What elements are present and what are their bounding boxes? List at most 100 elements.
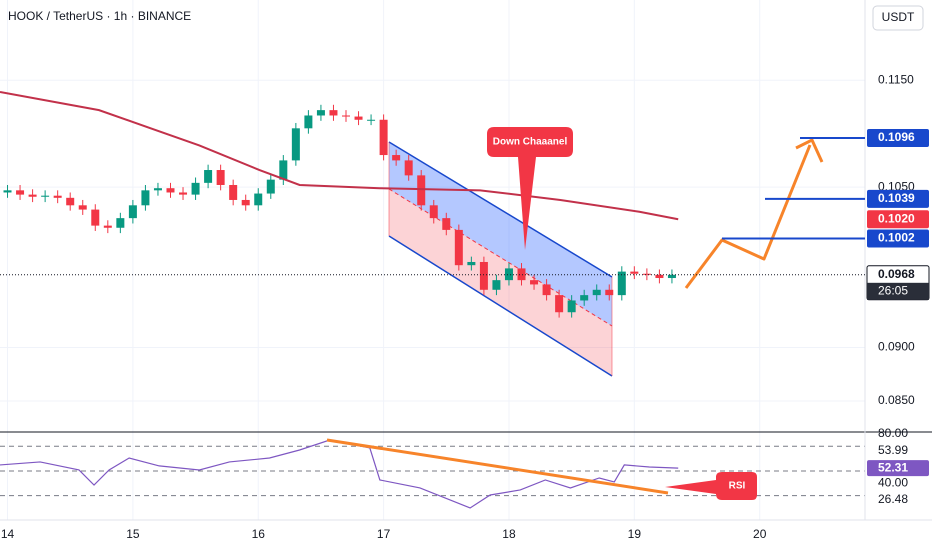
candle-body — [53, 195, 62, 198]
projection-arrow — [684, 144, 812, 289]
rsi-tick-label: 40.00 — [878, 475, 908, 489]
rsi-tick-label: 26.48 — [878, 492, 908, 506]
price-label-box — [867, 128, 929, 147]
x-tick-label: 20 — [753, 527, 767, 541]
candle-body — [16, 190, 25, 195]
candle-body — [655, 274, 664, 279]
y-tick-label: 0.1050 — [878, 179, 915, 193]
candle-body — [567, 300, 576, 313]
candle-body — [379, 119, 388, 156]
rsi-value-label: 52.31 — [878, 460, 908, 474]
candle-body — [492, 280, 501, 290]
candle-body — [78, 205, 87, 210]
x-tick-label: 14 — [1, 527, 15, 541]
x-tick-label: 15 — [126, 527, 140, 541]
candle-body — [266, 179, 275, 194]
candle-body — [467, 261, 476, 266]
y-tick-label: 0.0850 — [878, 393, 915, 407]
y-tick-label: 0.1150 — [878, 72, 914, 86]
candle-body — [417, 175, 426, 206]
currency: USDT — [882, 10, 915, 24]
candle-body — [103, 225, 112, 228]
candle-body — [128, 205, 137, 219]
x-tick-label: 16 — [252, 527, 266, 541]
y-tick-label: 0.0900 — [878, 340, 915, 354]
price-label-box — [867, 229, 929, 248]
price-label-box — [867, 189, 929, 208]
rsi-trendline — [326, 438, 669, 495]
candle-body — [291, 128, 300, 161]
grid — [0, 0, 865, 520]
candle-body — [3, 190, 12, 193]
candle-body — [429, 205, 438, 219]
candle-body — [479, 261, 488, 290]
annotation: Down Chaaanel — [493, 137, 568, 148]
x-tick-label: 17 — [377, 527, 391, 541]
candle-body — [141, 190, 150, 206]
candle-body — [191, 182, 200, 195]
price-label-box — [867, 210, 929, 229]
channel-lower-fill — [389, 189, 612, 376]
candle-body — [605, 289, 614, 296]
channel-lower — [388, 235, 613, 377]
candle-body — [216, 170, 225, 185]
candle-body — [354, 116, 363, 120]
rsi-line — [0, 439, 679, 509]
currency-box — [872, 5, 924, 31]
rsi-value-box — [867, 460, 929, 477]
rsi-ma-label: 53.99 — [878, 443, 908, 457]
chart-title: HOOK / TetherUS · 1h · BINANCE — [8, 9, 191, 23]
annotation: RSI — [729, 481, 746, 492]
candle-body — [66, 197, 75, 206]
candle-body — [442, 218, 451, 230]
candle-body — [530, 280, 539, 285]
candle-body — [580, 295, 589, 301]
marks — [0, 90, 679, 509]
candle-body — [304, 115, 313, 129]
candle-body — [454, 229, 463, 266]
candle-body — [279, 160, 288, 180]
candle-body — [241, 199, 250, 206]
candle-body — [254, 193, 263, 206]
candle-body — [630, 271, 639, 274]
countdown: 26:05 — [878, 283, 908, 297]
candle-body — [367, 119, 376, 121]
candle-body — [555, 295, 564, 313]
candle-body — [153, 188, 162, 191]
candle-body — [116, 218, 125, 228]
candle-body — [316, 110, 325, 116]
price-label: 0.1002 — [878, 231, 915, 245]
candle-body — [542, 284, 551, 296]
candle-body — [392, 155, 401, 161]
callout — [487, 127, 573, 250]
callout — [665, 472, 757, 500]
candle-body — [342, 115, 350, 117]
rsi-tick-label: 80.00 — [878, 426, 908, 440]
candle-body — [179, 192, 188, 195]
channel-upper-fill — [389, 142, 612, 326]
candle-body — [517, 268, 526, 281]
price-label: 0.1096 — [878, 130, 915, 144]
price-label: 0.1039 — [878, 191, 915, 205]
x-tick-label: 18 — [502, 527, 516, 541]
candle-body — [229, 184, 238, 200]
candle-body — [404, 160, 413, 176]
moving-average — [0, 90, 679, 221]
candle-body — [166, 188, 175, 193]
channel-upper — [388, 141, 613, 278]
candle-body — [504, 268, 513, 281]
candle-body — [41, 195, 50, 197]
countdown-box — [867, 282, 929, 300]
candle-body — [91, 209, 100, 226]
candle-body — [617, 271, 626, 296]
candle-body — [592, 289, 601, 296]
price-label: 0.1020 — [878, 211, 915, 225]
x-tick-label: 19 — [628, 527, 642, 541]
candle-body — [28, 194, 37, 197]
last-price-label: 0.0968 — [878, 267, 915, 281]
candle-body — [667, 274, 676, 279]
candle-body — [204, 170, 213, 183]
arrow-head — [795, 137, 824, 163]
candle-body — [329, 110, 338, 116]
